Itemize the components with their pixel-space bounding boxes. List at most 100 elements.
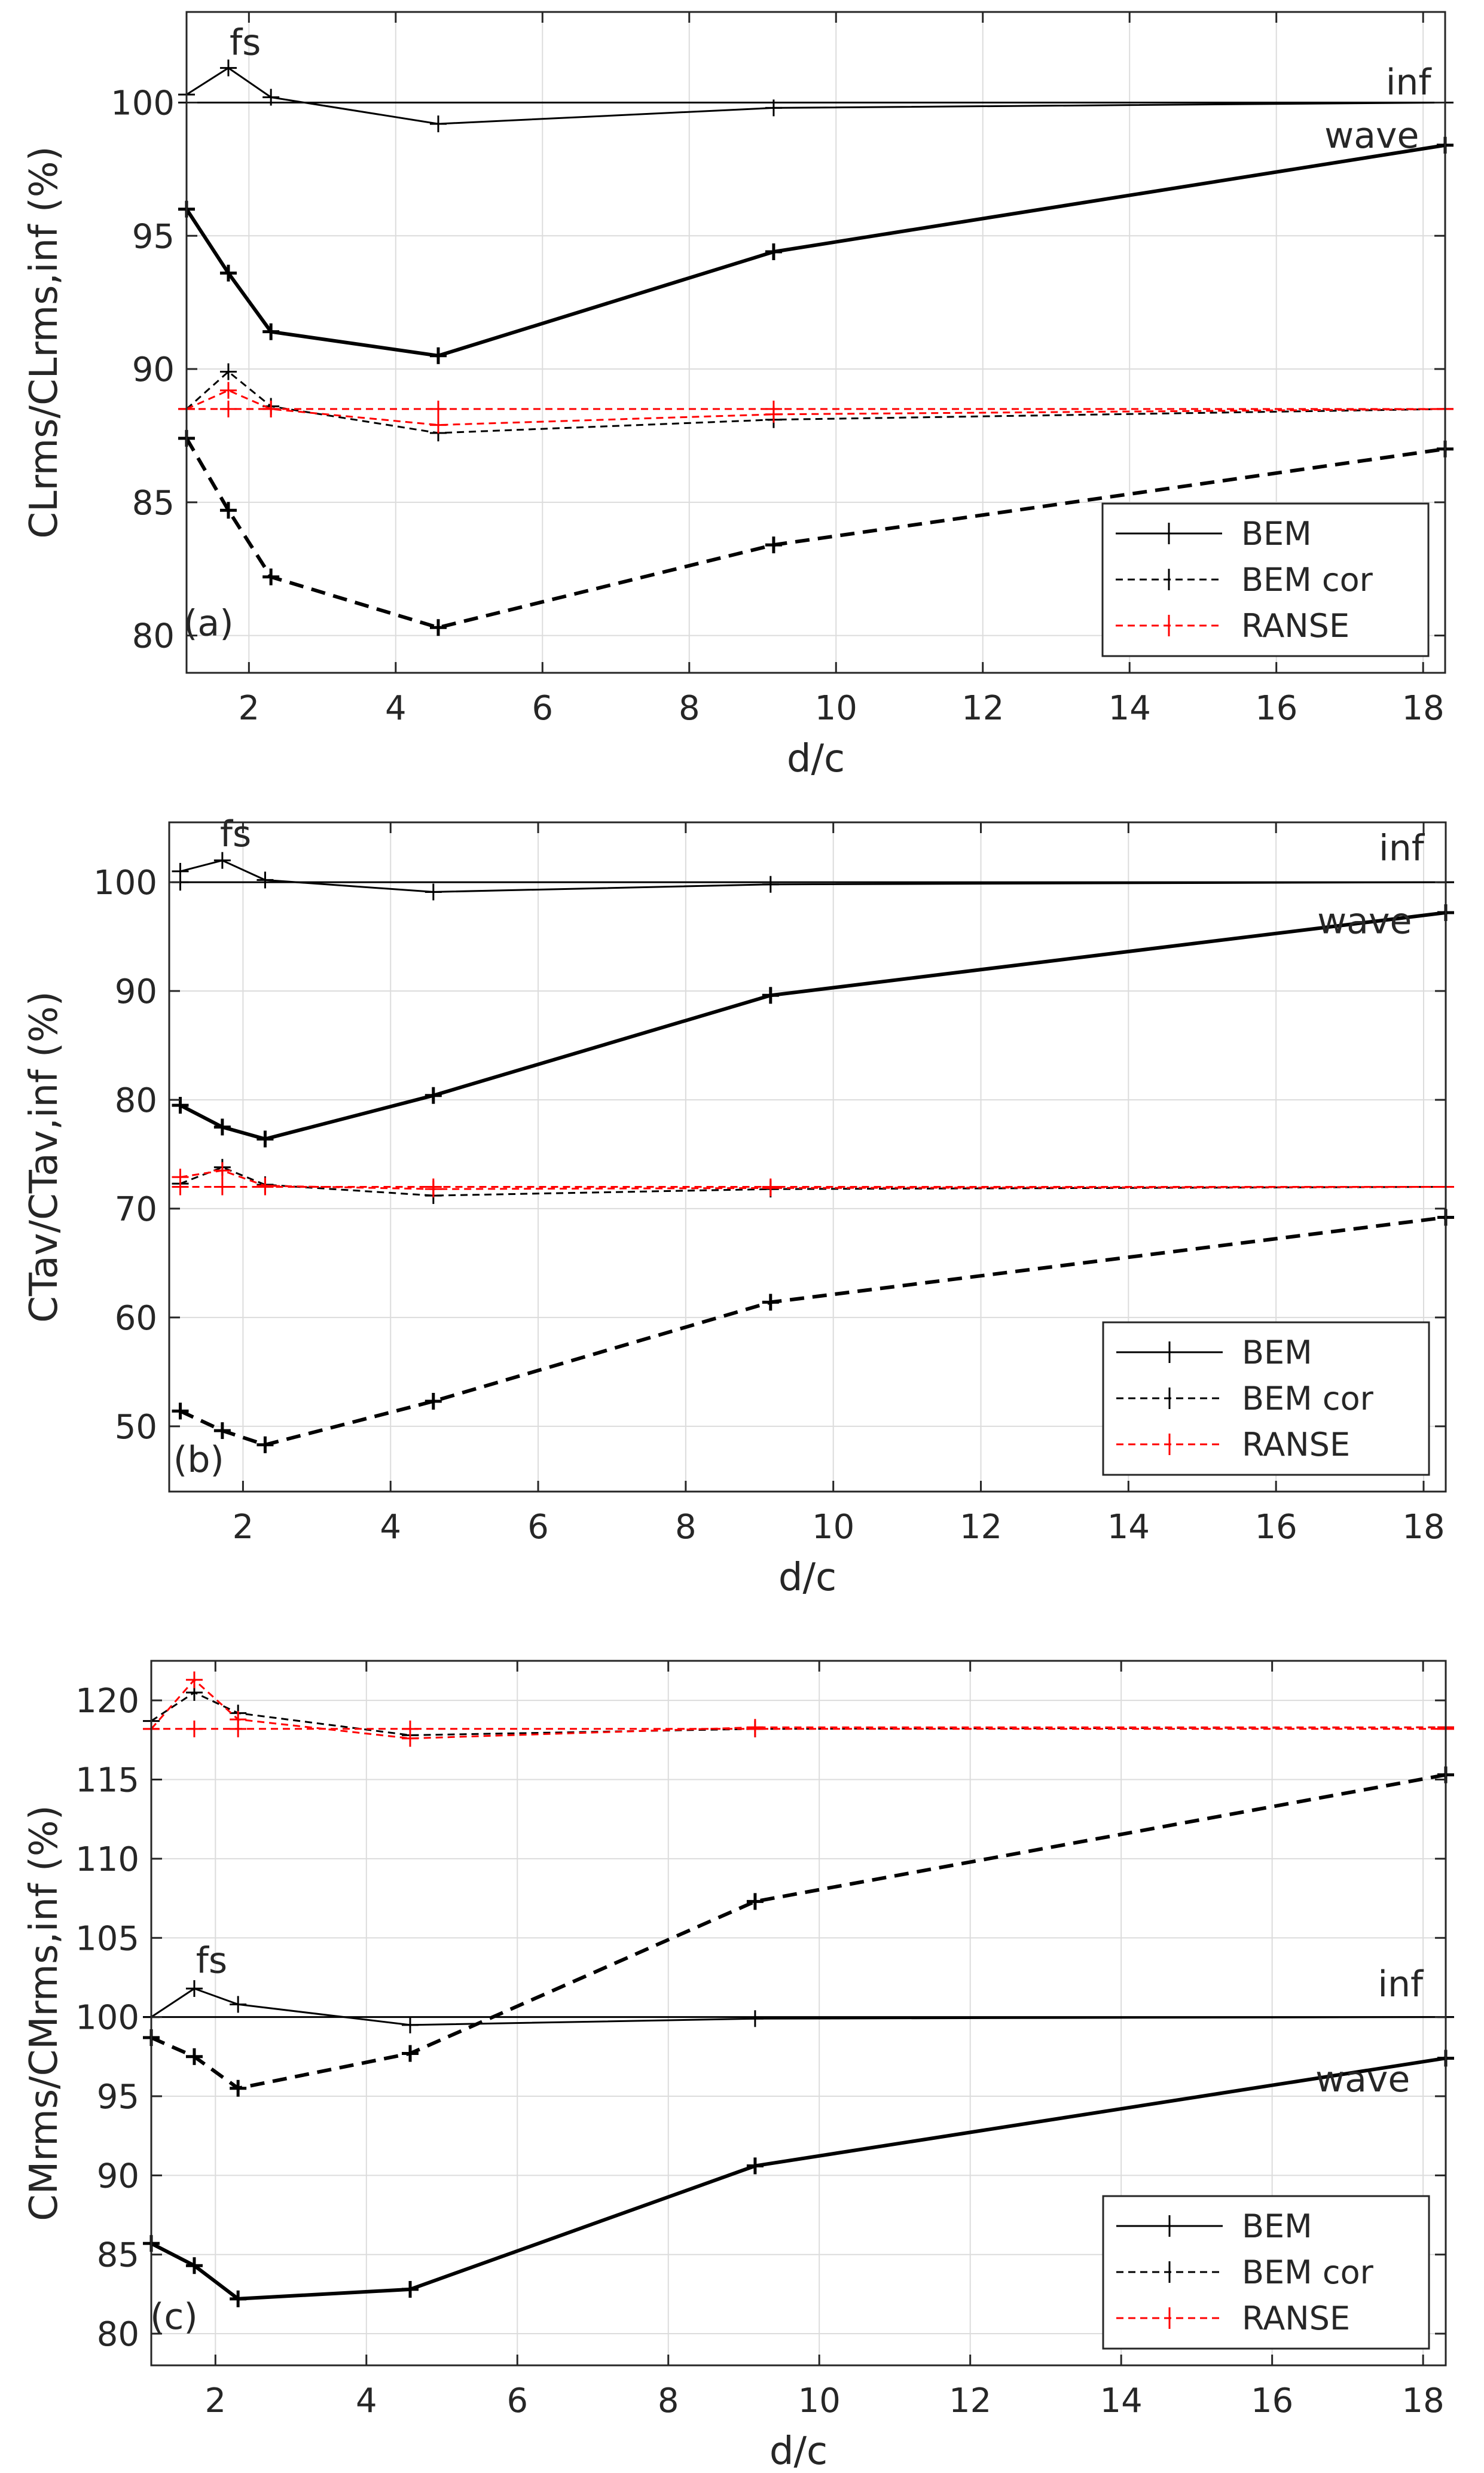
- x-axis-label: d/c: [787, 737, 845, 781]
- legend-label: RANSE: [1242, 2300, 1350, 2337]
- data-point: [257, 1130, 274, 1148]
- data-point: [213, 1162, 231, 1179]
- legend-label: BEM cor: [1242, 1380, 1374, 1417]
- x-tick-label: 14: [1109, 689, 1151, 728]
- x-tick-label: 6: [527, 1508, 549, 1547]
- y-tick-label: 100: [75, 1999, 139, 2038]
- data-point: [430, 619, 447, 636]
- data-point: [185, 1671, 203, 1688]
- y-tick-label: 95: [132, 217, 175, 256]
- data-point: [230, 1720, 247, 1737]
- data-point: [172, 1402, 189, 1420]
- annotation-b: (b): [173, 1439, 224, 1481]
- series-line: [151, 1987, 1446, 2026]
- data-point: [172, 1178, 189, 1196]
- data-point: [746, 1720, 764, 1737]
- annotation-inf: inf: [1379, 828, 1425, 870]
- axes-frame: [150, 1660, 1447, 2367]
- x-tick-label: 4: [385, 689, 407, 728]
- x-tick-label: 16: [1251, 2381, 1293, 2420]
- data-point: [213, 1422, 231, 1440]
- legend-label: BEM cor: [1241, 561, 1373, 599]
- data-point: [213, 852, 231, 869]
- data-point: [765, 400, 782, 417]
- x-tick-label: 10: [815, 689, 857, 728]
- legend-label: BEM: [1242, 1334, 1312, 1371]
- series-line: [179, 1215, 1446, 1447]
- data-point: [430, 115, 447, 133]
- y-tick-label: 105: [75, 1919, 139, 1958]
- data-point: [430, 347, 447, 364]
- y-tick-label: 50: [115, 1408, 157, 1447]
- legend-item-bem-cor: BEM cor: [1116, 2254, 1374, 2291]
- data-point: [185, 1720, 203, 1737]
- y-tick-label: 60: [115, 1299, 157, 1338]
- x-tick-label: 12: [949, 2381, 991, 2420]
- legend-item-bem-cor: BEM cor: [1116, 1380, 1374, 1417]
- annotation-c: (c): [150, 2296, 198, 2338]
- y-tick-label: 80: [97, 2315, 139, 2354]
- y-tick-label: 115: [75, 1761, 139, 1800]
- y-axis-label: CTav/CTav,inf (%): [22, 991, 66, 1322]
- data-point: [425, 1087, 442, 1104]
- data-point: [402, 2016, 419, 2033]
- data-point: [262, 323, 280, 340]
- x-tick-label: 10: [812, 1508, 854, 1547]
- annotation-fs: fs: [196, 1940, 227, 1981]
- x-tick-label: 14: [1100, 2381, 1143, 2420]
- x-tick-label: 2: [239, 689, 260, 728]
- data-point: [762, 1294, 779, 1311]
- y-tick-label: 100: [111, 84, 175, 123]
- data-point: [425, 883, 442, 901]
- data-point: [185, 2257, 203, 2274]
- legend: BEM BEM cor RANSE: [1102, 2195, 1430, 2350]
- data-point: [746, 1893, 764, 1910]
- series-line: [185, 437, 1446, 630]
- charts-container: 2 4 6 8 10 12 14 16 18 80 85 90 95 100 d/c CLrms/CLrms,…: [22, 11, 1454, 2473]
- data-point: [219, 363, 237, 380]
- data-point: [219, 382, 237, 399]
- data-point: [762, 1178, 779, 1196]
- y-tick-label: 70: [115, 1190, 157, 1229]
- x-tick-label: 8: [679, 689, 700, 728]
- x-tick-label: 18: [1402, 1508, 1445, 1547]
- data-point: [213, 1178, 231, 1196]
- y-tick-label: 90: [97, 2157, 139, 2195]
- data-point: [257, 871, 274, 889]
- data-point: [425, 1178, 442, 1196]
- x-tick-label: 10: [798, 2381, 841, 2420]
- data-point: [765, 243, 782, 261]
- x-tick-label: 8: [658, 2381, 679, 2420]
- series-line: [185, 143, 1446, 358]
- data-point: [402, 1720, 419, 1737]
- x-tick-label: 16: [1255, 689, 1297, 728]
- x-tick-label: 12: [960, 1508, 1002, 1547]
- data-point: [746, 2157, 764, 2175]
- y-tick-label: 110: [75, 1840, 139, 1879]
- annotation-wave: wave: [1324, 115, 1419, 157]
- data-point: [257, 1436, 274, 1453]
- data-point: [262, 568, 280, 586]
- x-tick-label: 16: [1255, 1508, 1297, 1547]
- data-point: [185, 2048, 203, 2065]
- data-point: [762, 987, 779, 1004]
- data-point: [185, 1980, 203, 1997]
- data-point: [230, 2290, 247, 2307]
- y-tick-label: 90: [115, 972, 157, 1011]
- series-line: [186, 389, 1446, 426]
- legend-item-ranse: RANSE: [1116, 1426, 1350, 1463]
- x-tick-label: 14: [1107, 1508, 1150, 1547]
- annotation-inf: inf: [1378, 1963, 1424, 2005]
- axes-frame: [185, 11, 1446, 674]
- y-tick-label: 85: [132, 484, 175, 523]
- x-axis-label: d/c: [770, 2429, 828, 2473]
- data-point: [219, 400, 237, 417]
- x-tick-label: 6: [506, 2381, 528, 2420]
- series-line: [150, 1773, 1446, 2090]
- legend-label: BEM cor: [1242, 2254, 1374, 2291]
- legend-item-ranse: RANSE: [1116, 607, 1349, 645]
- annotation-a: (a): [184, 603, 234, 645]
- legend-label: BEM: [1241, 515, 1312, 553]
- legend-label: RANSE: [1241, 607, 1349, 645]
